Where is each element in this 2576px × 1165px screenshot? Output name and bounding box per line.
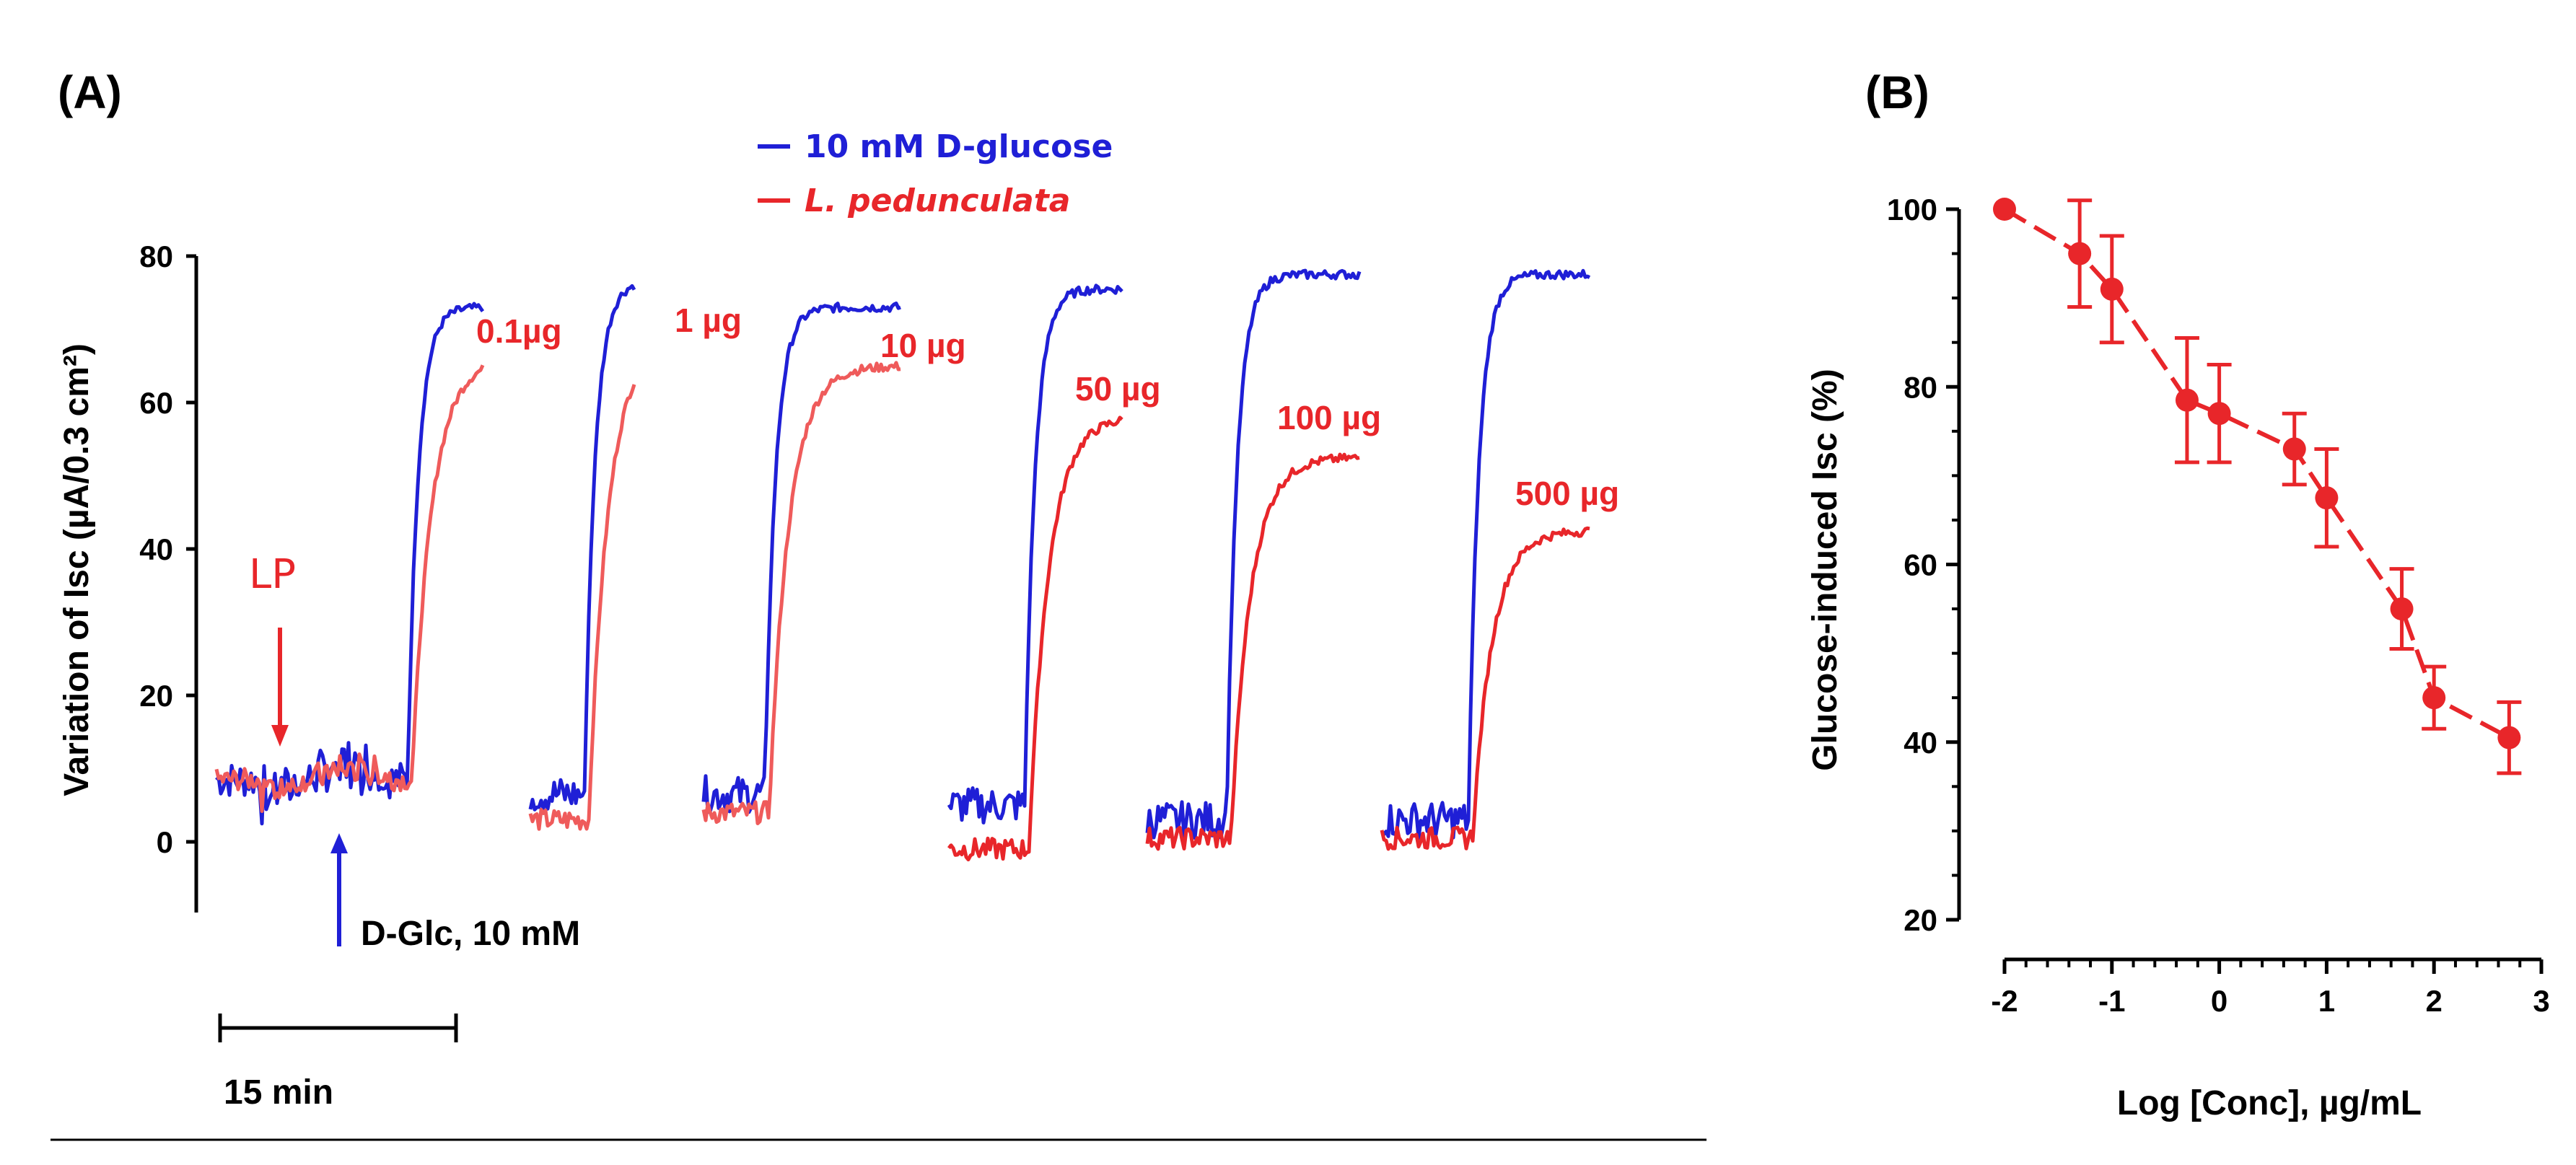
panel-a-y-tick-label: 80 xyxy=(139,239,173,273)
glucose-trace-4 xyxy=(947,283,1123,825)
panel-b-data-point xyxy=(2207,402,2231,426)
panel-b-x-tick-label: 3 xyxy=(2533,984,2549,1018)
panel-b-data-point xyxy=(2422,686,2446,710)
extract-trace-6 xyxy=(1380,526,1590,851)
legend-label-glucose: 10 mM D-glucose xyxy=(805,128,1113,165)
dose-label-6: 500 µg xyxy=(1515,475,1619,512)
legend: 10 mM D-glucose L. pedunculata xyxy=(758,128,1113,219)
panel-b-x-tick-label: 0 xyxy=(2211,984,2227,1018)
panel-a-y-axis-title: Variation of Isc (µA/0.3 cm²) xyxy=(58,343,96,796)
panel-b-x-tick-label: -1 xyxy=(2098,984,2125,1018)
extract-trace-1 xyxy=(214,364,485,813)
glucose-trace-3 xyxy=(701,302,901,814)
panel-b-x-axis-title: Log [Conc], µg/mL xyxy=(2117,1084,2422,1122)
glucose-trace-5 xyxy=(1145,268,1362,840)
extract-trace-3 xyxy=(701,361,901,825)
panel-a-y-tick-label: 0 xyxy=(157,825,173,859)
dose-label-4: 50 µg xyxy=(1075,370,1161,408)
glucose-annotation: D-Glc, 10 mM xyxy=(361,915,580,953)
panel-b-y-tick-label: 60 xyxy=(1903,548,1937,582)
extract-trace-2 xyxy=(528,384,636,831)
panel-b-x-tick-label: 1 xyxy=(2318,984,2335,1018)
scale-bar-label: 15 min xyxy=(224,1073,333,1112)
dose-label-3: 10 µg xyxy=(880,327,966,364)
panel-b-y-tick-label: 20 xyxy=(1903,903,1937,937)
panel-a-y-axis: 0 20 40 60 80 xyxy=(139,239,198,913)
panel-b-y-tick-label: 80 xyxy=(1903,370,1937,404)
lp-label: LP xyxy=(249,551,296,598)
panel-a-dose-labels: 0.1µg 1 µg 10 µg 50 µg 100 µg 500 µg xyxy=(476,302,1619,512)
panel-b-data-point xyxy=(2068,242,2092,265)
panel-b-data-point xyxy=(2390,597,2414,621)
panel-a-y-tick-label: 60 xyxy=(139,386,173,420)
extract-trace-5 xyxy=(1145,452,1360,851)
panel-label-b: (B) xyxy=(1865,66,1929,118)
dose-label-2: 1 µg xyxy=(675,302,742,339)
panel-b-x-tick-label: 2 xyxy=(2426,984,2443,1018)
panel-b-x-tick-label: -2 xyxy=(1991,984,2018,1018)
panel-b-data-point xyxy=(2315,486,2339,510)
panel-b-series xyxy=(1993,198,2522,775)
panel-b-y-tick-label: 40 xyxy=(1903,726,1937,760)
panel-b-data-point xyxy=(2175,388,2199,412)
panel-a-y-tick-label: 20 xyxy=(139,679,173,713)
glucose-trace-2 xyxy=(528,283,636,812)
lp-arrow-head xyxy=(271,725,289,747)
panel-b-axes: 20 40 60 80 100 -2 -1 0 1 2 3 xyxy=(1887,193,2550,1018)
panel-b-series-line xyxy=(2003,207,2510,740)
glucose-arrow-head xyxy=(330,833,348,853)
panel-b-data-point xyxy=(2282,437,2306,461)
panel-a-traces xyxy=(214,268,1591,862)
legend-label-extract: L. pedunculata xyxy=(805,183,1070,219)
panel-b-data-point xyxy=(2100,277,2124,301)
panel-a-y-tick-label: 40 xyxy=(139,532,173,566)
panel-b-data-point xyxy=(2497,726,2521,749)
panel-b-y-tick-label: 100 xyxy=(1887,193,1937,227)
panel-b-data-point xyxy=(1993,198,2016,221)
dose-label-1: 0.1µg xyxy=(476,312,562,350)
glucose-trace-6 xyxy=(1380,268,1591,840)
dose-label-5: 100 µg xyxy=(1277,399,1381,436)
extract-trace-4 xyxy=(947,416,1123,862)
panel-b-y-axis-title: Glucose-induced Isc (%) xyxy=(1806,369,1844,770)
panel-label-a: (A) xyxy=(58,66,122,118)
